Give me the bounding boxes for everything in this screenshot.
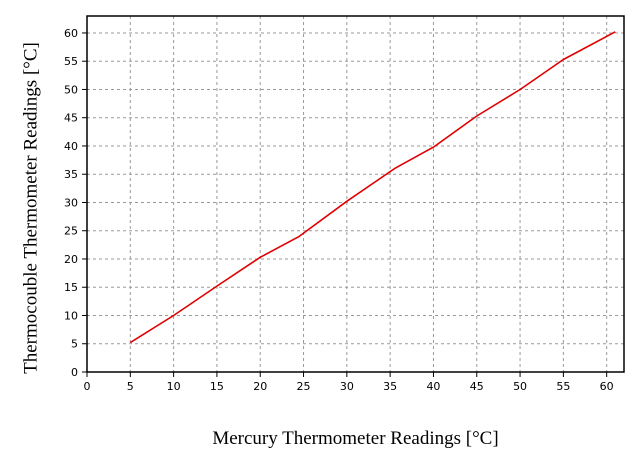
y-tick-label: 50 xyxy=(64,83,78,96)
y-tick-label: 40 xyxy=(64,140,78,153)
x-tick-label: 50 xyxy=(513,380,527,393)
x-tick-label: 40 xyxy=(426,380,440,393)
x-tick-label: 60 xyxy=(600,380,614,393)
y-tick-label: 10 xyxy=(64,309,78,322)
x-tick-label: 30 xyxy=(340,380,354,393)
y-tick-label: 0 xyxy=(71,366,78,379)
x-tick-label: 5 xyxy=(127,380,134,393)
axis-ticks: 0 5 10 15 20 25 30 35 40 45 50 55 60 0 5 10 15 20 25 30 35 40… xyxy=(64,27,614,393)
x-axis-title: Mercury Thermometer Readings [°C] xyxy=(212,428,498,449)
y-tick-label: 30 xyxy=(64,196,78,209)
grid xyxy=(87,16,624,372)
x-tick-label: 55 xyxy=(556,380,570,393)
series-line xyxy=(129,31,616,344)
y-tick-label: 55 xyxy=(64,55,78,68)
x-tick-label: 20 xyxy=(253,380,267,393)
series-layer xyxy=(129,31,616,344)
y-tick-label: 25 xyxy=(64,225,78,238)
y-tick-label: 60 xyxy=(64,27,78,40)
x-tick-label: 0 xyxy=(84,380,91,393)
x-tick-label: 35 xyxy=(383,380,397,393)
x-tick-label: 45 xyxy=(470,380,484,393)
x-tick-label: 10 xyxy=(167,380,181,393)
y-tick-label: 5 xyxy=(71,338,78,351)
plot-area-frame xyxy=(86,15,625,373)
y-tick-label: 15 xyxy=(64,281,78,294)
y-axis-title: Thermocouble Thermometer Readings [°C] xyxy=(21,42,42,374)
x-tick-label: 15 xyxy=(210,380,224,393)
y-tick-label: 45 xyxy=(64,112,78,125)
y-tick-label: 20 xyxy=(64,253,78,266)
y-tick-label: 35 xyxy=(64,168,78,181)
x-tick-label: 25 xyxy=(297,380,311,393)
